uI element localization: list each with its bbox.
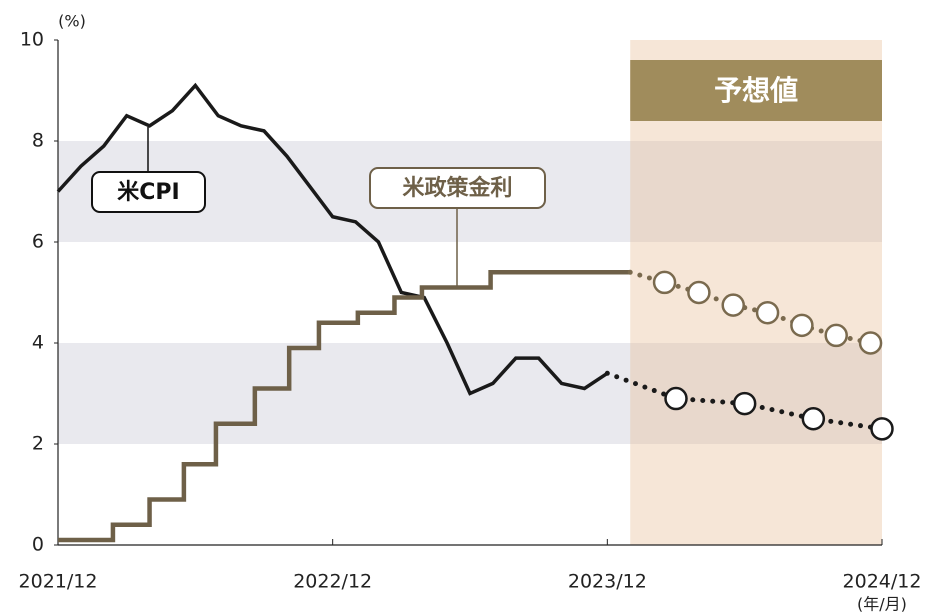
y-tick-label: 4 bbox=[32, 332, 44, 354]
x-tick-label: 2023/12 bbox=[568, 571, 647, 593]
forecast-marker bbox=[858, 331, 883, 355]
y-tick-label: 0 bbox=[32, 534, 44, 556]
annotation-box bbox=[91, 171, 206, 213]
forecast-marker bbox=[664, 386, 688, 411]
forecast-header bbox=[630, 60, 882, 121]
forecast-marker bbox=[687, 280, 711, 305]
series-line bbox=[56, 82, 609, 396]
forecast-marker bbox=[652, 270, 677, 295]
series-line bbox=[58, 270, 631, 543]
x-tick-label: 2022/12 bbox=[293, 571, 372, 593]
x-tick-label: 2021/12 bbox=[19, 571, 98, 593]
y-tick-label: 10 bbox=[20, 29, 44, 51]
forecast-marker bbox=[732, 391, 757, 416]
annotation-box bbox=[369, 167, 546, 209]
y-tick-label: 8 bbox=[32, 130, 44, 152]
forecast-region bbox=[630, 40, 882, 545]
forecast-marker bbox=[801, 407, 826, 431]
forecast-marker bbox=[870, 417, 894, 441]
annotation-label: 米政策金利 bbox=[402, 175, 512, 201]
forecast-marker bbox=[755, 300, 780, 325]
forecast-marker bbox=[790, 313, 814, 338]
x-tick-label: 2024/12 bbox=[843, 571, 922, 593]
x-axis-label: (年/月) bbox=[857, 595, 907, 614]
forecast-marker bbox=[721, 293, 745, 317]
y-tick-label: 6 bbox=[32, 231, 44, 253]
annotation-label: 米CPI bbox=[117, 180, 179, 205]
forecast-label: 予想値 bbox=[714, 74, 798, 107]
y-tick-label: 2 bbox=[32, 433, 44, 455]
forecast-marker bbox=[824, 323, 848, 348]
y-unit-label: (%) bbox=[58, 12, 86, 31]
